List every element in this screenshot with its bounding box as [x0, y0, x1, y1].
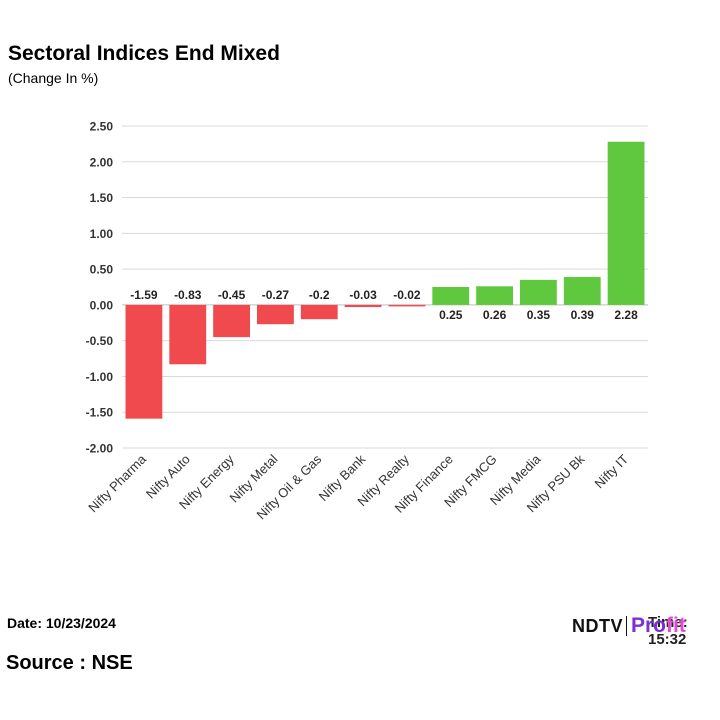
logo-ndtv-text: NDTV	[572, 615, 623, 636]
date-label: Date: 10/23/2024	[7, 615, 116, 631]
bar	[213, 304, 250, 338]
bar-chart: 2.50 2.00 1.50 1.00 0.50 0.00 -0.50 -1.00 -1.50 -…	[85, 120, 648, 522]
bar	[300, 304, 338, 320]
chart-title: Sectoral Indices End Mixed	[8, 42, 280, 65]
data-label: 2.28	[614, 308, 638, 322]
bar	[607, 141, 645, 305]
y-tick-label: 1.00	[90, 227, 114, 241]
y-tick-label: -1.50	[86, 406, 114, 420]
data-label: -0.2	[309, 288, 330, 302]
logo-divider	[626, 616, 627, 636]
y-axis-ticks: 2.50 2.00 1.50 1.00 0.50 0.00 -0.50 -1.00 -1.50 -…	[86, 120, 114, 456]
logo-profit-part-b: fit	[666, 614, 686, 637]
y-tick-label: -1.00	[86, 370, 114, 384]
data-label: 0.39	[571, 308, 595, 322]
bar	[388, 304, 426, 307]
x-tick-label: Nifty Pharma	[85, 451, 149, 515]
bar	[169, 304, 207, 365]
y-tick-label: 2.00	[90, 155, 114, 169]
chart-subtitle: (Change In %)	[8, 70, 99, 86]
x-tick-label: Nifty IT	[591, 451, 631, 491]
logo-profit-part-a: Pro	[631, 614, 667, 637]
ndtv-profit-logo: NDTV Profit	[572, 614, 686, 638]
data-label: 0.26	[483, 308, 507, 322]
data-label: -0.27	[262, 288, 290, 302]
bar	[432, 287, 470, 305]
source-label: Source : NSE	[6, 652, 133, 674]
y-tick-label: -2.00	[86, 442, 114, 456]
data-label: -0.02	[393, 288, 421, 302]
data-label: -0.83	[174, 288, 202, 302]
bar	[344, 304, 382, 308]
logo-profit-text: Profit	[631, 614, 686, 638]
y-tick-label: 0.50	[90, 263, 114, 277]
data-label: -0.45	[218, 288, 246, 302]
bar	[476, 286, 513, 305]
time-label: Time: 15:32	[648, 614, 688, 648]
y-tick-label: -0.50	[86, 334, 114, 348]
bar	[125, 304, 163, 419]
data-label: 0.25	[439, 308, 463, 322]
bar	[257, 304, 294, 325]
data-label: 0.35	[527, 308, 551, 322]
bars	[125, 141, 645, 419]
grid-lines	[122, 125, 648, 449]
y-tick-label: 0.00	[90, 298, 114, 312]
data-label: -0.03	[349, 288, 377, 302]
data-labels: -1.59 -0.83 -0.45 -0.27 -0.2 -0.03 -0.02 0.25 0.…	[130, 288, 638, 322]
bar	[563, 276, 601, 305]
y-tick-label: 1.50	[90, 191, 114, 205]
y-tick-label: 2.50	[90, 120, 114, 134]
data-label: -1.59	[130, 288, 158, 302]
bar	[520, 279, 557, 305]
